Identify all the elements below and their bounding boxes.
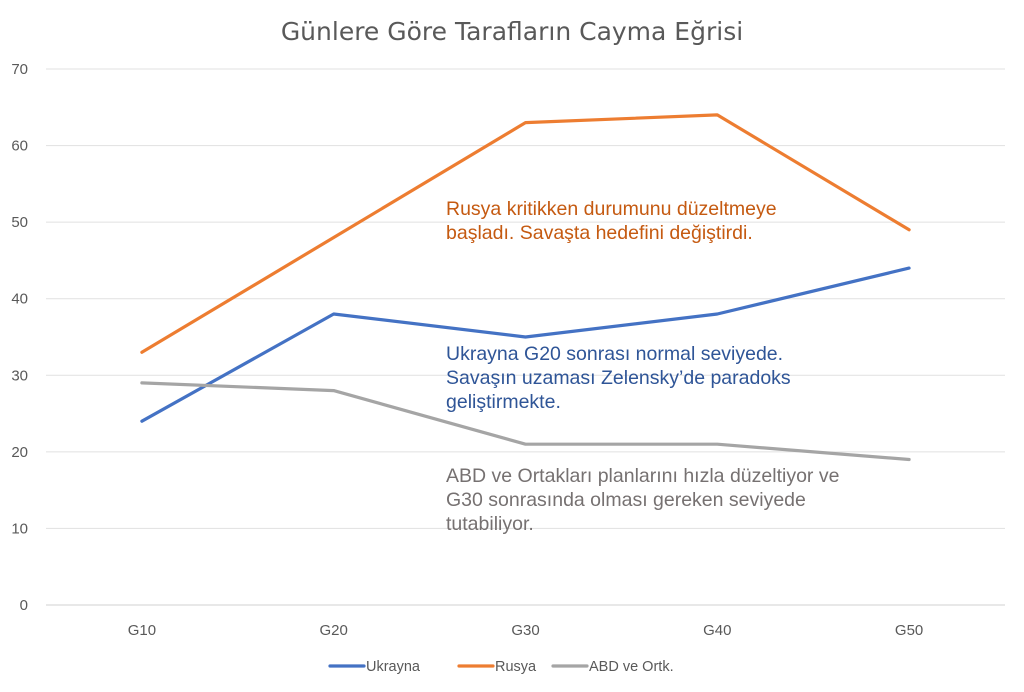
legend-label: Rusya [495, 659, 537, 675]
annotation-text: G30 sonrasında olması gereken seviyede [446, 489, 806, 511]
x-tick-label: G20 [320, 622, 348, 639]
legend-label: Ukrayna [366, 659, 421, 675]
gridlines [46, 68, 1005, 606]
annotation-text: ABD ve Ortakları planlarını hızla düzelt… [446, 465, 839, 487]
annotation-text: geliştirmekte. [446, 391, 561, 413]
legend: Ukrayna Rusya ABD ve Ortk. [328, 659, 674, 675]
y-tick-label: 30 [11, 367, 28, 384]
y-tick-label: 70 [11, 61, 28, 78]
y-tick-label: 0 [20, 597, 28, 614]
series-line [140, 113, 911, 354]
series-line [140, 381, 911, 462]
x-axis-ticks: G10 G20 G30 G40 G50 [128, 622, 924, 639]
y-tick-label: 50 [11, 214, 28, 231]
annotations: Rusya kritikken durumunu düzeltmeyebaşla… [446, 198, 839, 535]
x-tick-label: G30 [511, 622, 539, 639]
annotation-text: başladı. Savaşta hedefini değiştirdi. [446, 222, 753, 244]
y-tick-label: 20 [11, 444, 28, 461]
chart-title: Günlere Göre Tarafların Cayma Eğrisi [281, 17, 743, 46]
annotation-text: Rusya kritikken durumunu düzeltmeye [446, 198, 777, 220]
y-tick-label: 60 [11, 138, 28, 155]
legend-label: ABD ve Ortk. [589, 659, 674, 675]
y-tick-label: 40 [11, 291, 28, 308]
series-lines [140, 113, 911, 462]
x-tick-label: G10 [128, 622, 156, 639]
annotation-text: Ukrayna G20 sonrası normal seviyede. [446, 343, 783, 365]
y-axis-ticks: 0 10 20 30 40 50 60 70 [11, 61, 28, 614]
y-tick-label: 10 [11, 520, 28, 537]
x-tick-label: G50 [895, 622, 923, 639]
x-tick-label: G40 [703, 622, 731, 639]
annotation-text: Savaşın uzaması Zelensky’de paradoks [446, 367, 791, 389]
annotation-text: tutabiliyor. [446, 513, 534, 535]
series-line [140, 266, 911, 423]
